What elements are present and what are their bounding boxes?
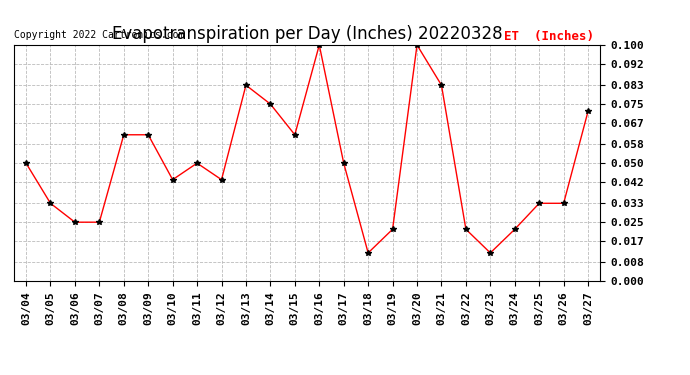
Title: Evapotranspiration per Day (Inches) 20220328: Evapotranspiration per Day (Inches) 2022… bbox=[112, 26, 502, 44]
Text: Copyright 2022 Cartronics.com: Copyright 2022 Cartronics.com bbox=[14, 30, 184, 40]
Text: ET  (Inches): ET (Inches) bbox=[504, 30, 594, 43]
